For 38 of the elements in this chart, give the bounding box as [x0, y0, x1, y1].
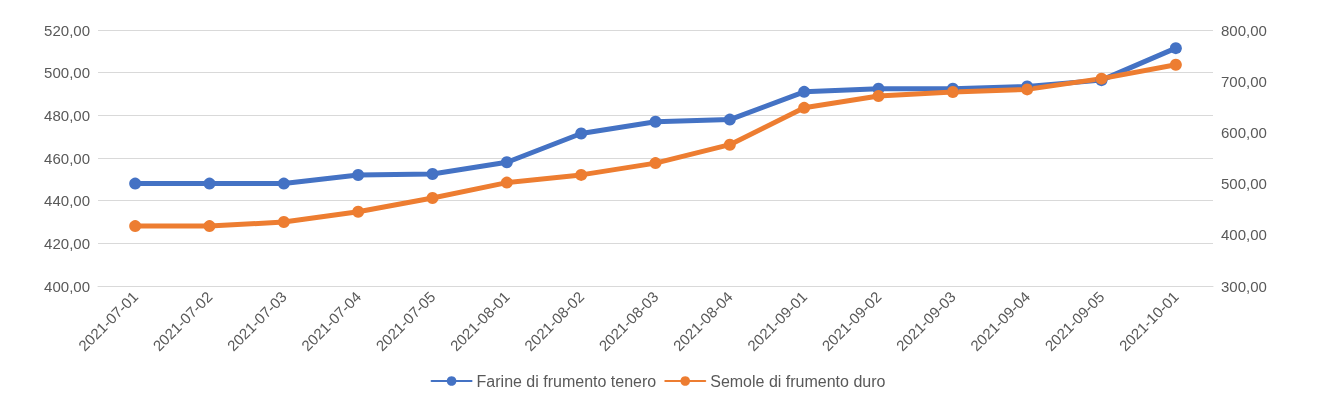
y-tick-label: 500,00 [44, 64, 90, 82]
point [798, 85, 811, 98]
y2-tick-label: 600,00 [1221, 123, 1267, 141]
point [575, 168, 588, 181]
point [798, 101, 811, 114]
point [872, 90, 885, 103]
y-tick-label: 520,00 [44, 21, 90, 39]
legend-label: Farine di frumento tenero [476, 372, 657, 390]
point [277, 177, 290, 190]
point [1169, 58, 1182, 71]
y2-tick-label: 800,00 [1221, 21, 1267, 39]
legend-label: Semole di frumento duro [710, 372, 886, 390]
point [1169, 42, 1182, 55]
y-tick-label: 460,00 [44, 149, 90, 167]
y-tick-label: 480,00 [44, 106, 90, 124]
point [649, 115, 662, 128]
point [203, 220, 216, 233]
point [129, 220, 142, 233]
y-tick-label: 420,00 [44, 234, 90, 252]
point [575, 127, 588, 140]
point [649, 157, 662, 170]
point [723, 138, 736, 151]
point [500, 176, 513, 189]
point [500, 156, 513, 169]
y-tick-label: 440,00 [44, 192, 90, 210]
point [203, 177, 216, 190]
point [129, 177, 142, 190]
point [277, 216, 290, 228]
y-tick-label: 400,00 [44, 277, 90, 295]
point [426, 168, 439, 180]
point [352, 205, 365, 218]
point [352, 169, 365, 182]
point [426, 191, 439, 204]
y2-tick-label: 400,00 [1221, 226, 1267, 244]
y2-tick-label: 300,00 [1221, 277, 1267, 295]
y2-tick-label: 700,00 [1221, 72, 1267, 90]
point [723, 113, 736, 126]
y2-tick-label: 500,00 [1221, 175, 1267, 193]
